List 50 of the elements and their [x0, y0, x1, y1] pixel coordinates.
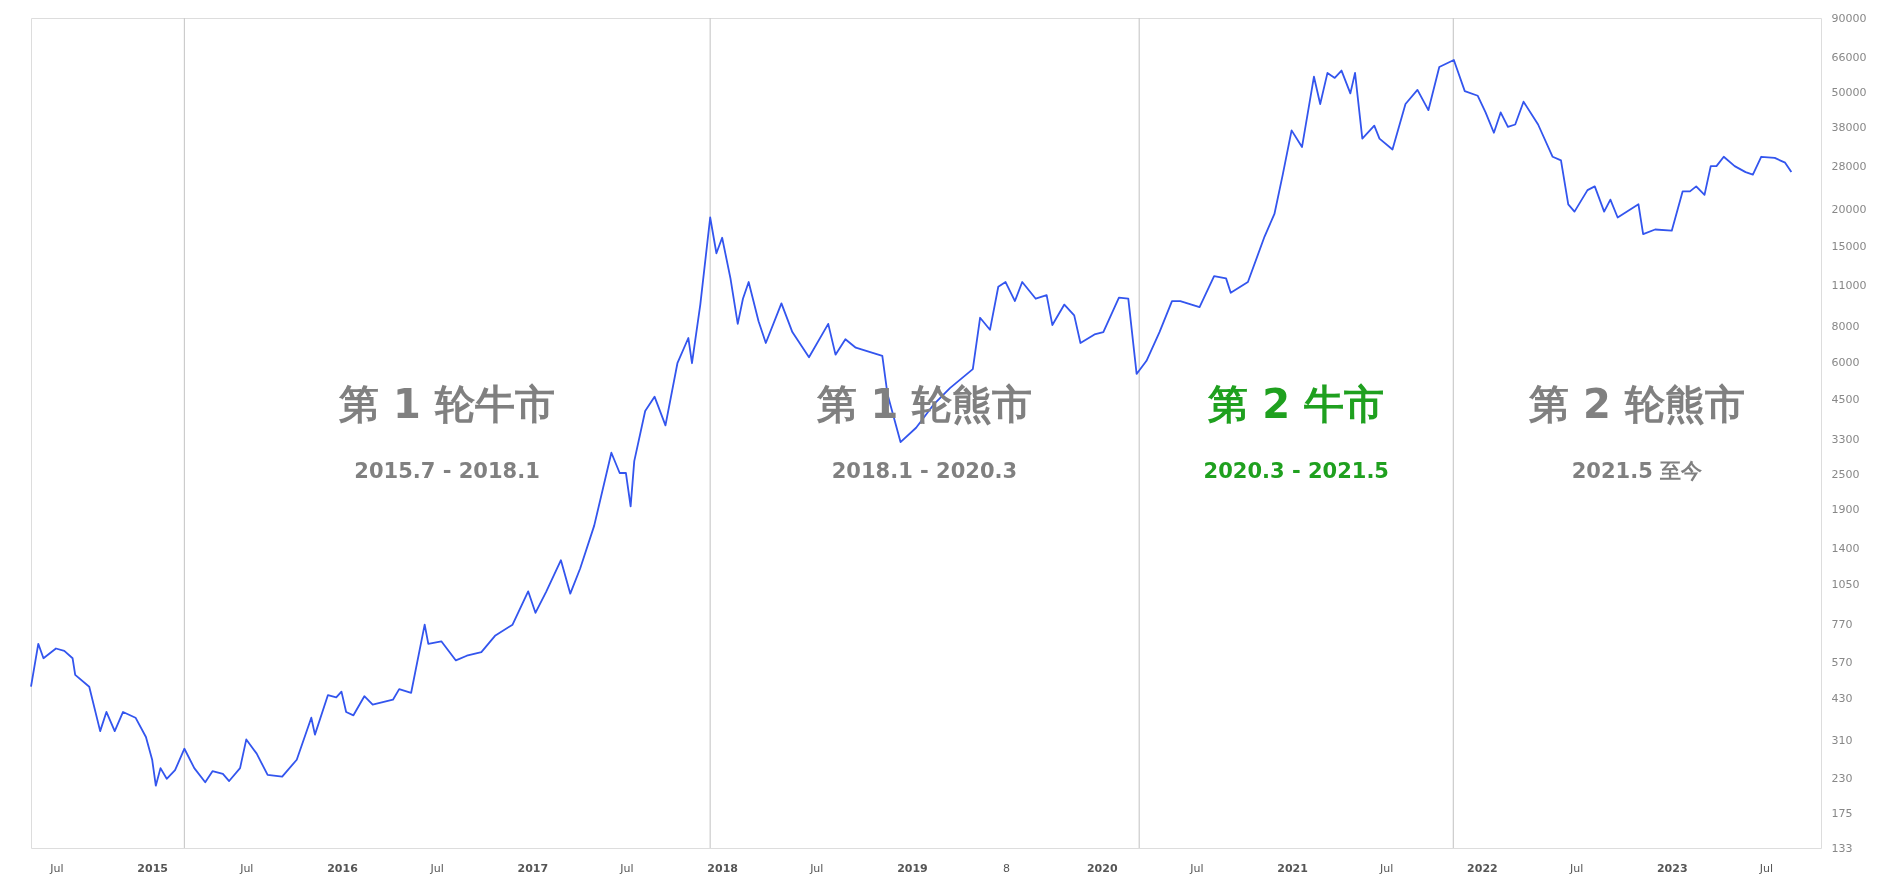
- x-tick-label: Jul: [1568, 861, 1584, 875]
- y-tick-label: 570: [1831, 656, 1853, 670]
- x-tick-label: 2020: [1086, 861, 1118, 875]
- x-tick-label: Jul: [429, 861, 444, 875]
- y-tick-label: 11000: [1831, 279, 1867, 293]
- x-tick-label: 2023: [1656, 861, 1688, 875]
- annotation: 2020.3 - 2021.5: [1203, 459, 1389, 484]
- x-tick-label: 8: [1003, 861, 1011, 875]
- y-tick-label: 430: [1831, 692, 1853, 706]
- y-tick-label: 28000: [1831, 160, 1867, 174]
- x-tick-label: Jul: [1379, 861, 1394, 875]
- y-tick-label: 230: [1831, 771, 1853, 785]
- y-tick-label: 6000: [1831, 356, 1860, 370]
- y-tick-label: 3300: [1831, 432, 1860, 446]
- y-tick-label: 1900: [1831, 502, 1860, 516]
- x-tick-label: 2021: [1277, 861, 1308, 875]
- x-tick-label: Jul: [1189, 861, 1204, 875]
- y-tick-label: 2500: [1831, 467, 1860, 481]
- y-tick-label: 38000: [1831, 121, 1867, 135]
- annotation: 2021.5 至今: [1571, 459, 1703, 484]
- x-tick-label: Jul: [1758, 861, 1774, 875]
- line-series: [30, 59, 1793, 787]
- x-tick-label: 2018: [707, 861, 738, 875]
- y-tick-label: 1400: [1831, 541, 1860, 555]
- y-tick-label: 4500: [1831, 393, 1860, 407]
- annotation: 2018.1 - 2020.3: [831, 459, 1018, 484]
- x-tick-label: Jul: [49, 861, 64, 875]
- y-tick-label: 20000: [1831, 203, 1867, 217]
- y-tick-label: 8000: [1831, 319, 1860, 333]
- y-tick-label: 175: [1831, 806, 1853, 820]
- y-tick-label: 50000: [1831, 86, 1867, 100]
- annotation: 第 2 牛市: [1207, 381, 1385, 428]
- y-tick-label: 1050: [1831, 578, 1860, 592]
- y-tick-label: 66000: [1831, 51, 1867, 64]
- y-tick-label: 90000: [1831, 11, 1867, 25]
- x-tick-label: 2022: [1467, 861, 1498, 875]
- y-tick-label: 310: [1831, 733, 1853, 747]
- x-tick-label: 2017: [517, 861, 549, 875]
- annotation: 第 1 轮牛市: [338, 381, 555, 428]
- x-tick-label: 2019: [897, 861, 928, 875]
- y-tick-label: 770: [1831, 617, 1853, 631]
- x-tick-label: Jul: [619, 861, 634, 875]
- x-tick-label: Jul: [239, 861, 254, 875]
- y-tick-label: 15000: [1831, 239, 1867, 253]
- y-tick-label: 133: [1831, 841, 1853, 855]
- x-tick-label: 2015: [137, 861, 168, 875]
- annotation: 2015.7 - 2018.1: [354, 459, 540, 484]
- annotation: 第 2 轮熊市: [1528, 381, 1745, 428]
- x-tick-label: 2016: [327, 861, 359, 875]
- x-tick-label: Jul: [809, 861, 824, 875]
